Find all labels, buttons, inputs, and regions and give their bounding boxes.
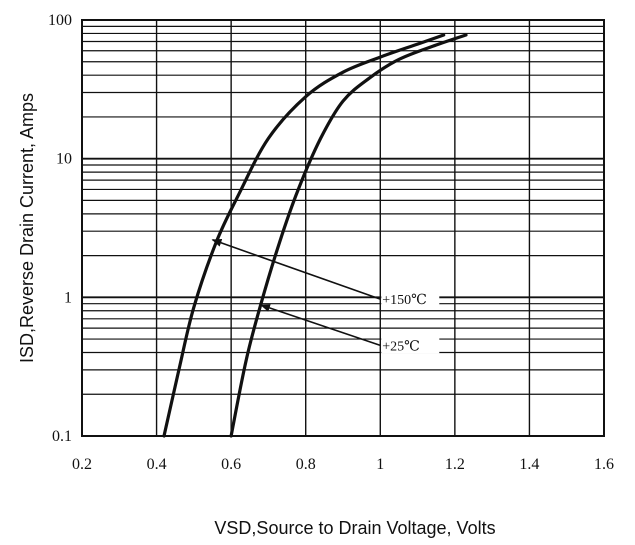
x-axis-title: VSD,Source to Drain Voltage, Volts	[214, 518, 495, 538]
annotation-label-background	[381, 289, 440, 308]
x-tick-label: 0.4	[147, 456, 167, 473]
x-tick-label: 1.2	[445, 456, 465, 473]
x-tick-label: 1	[376, 456, 384, 473]
x-tick-label: 0.2	[72, 456, 92, 473]
x-tick-label: 1.4	[519, 456, 539, 473]
plot-border	[81, 19, 605, 437]
series-line-plus-25c	[229, 33, 468, 438]
plot-area	[82, 20, 604, 436]
y-tick-label: 0.1	[52, 428, 72, 445]
y-tick-label: 10	[56, 151, 72, 168]
y-axis-title: ISD,Reverse Drain Current, Amps	[17, 93, 37, 363]
series-line-plus-150c	[162, 33, 446, 438]
annotation-arrow-plus-150c	[211, 239, 381, 300]
x-tick-label: 0.8	[296, 456, 316, 473]
y-tick-label: 100	[48, 12, 72, 29]
annotation-label-plus-150c: +150℃	[382, 293, 427, 308]
x-tick-label: 1.6	[594, 456, 614, 473]
y-tick-label: 1	[64, 289, 72, 306]
annotation-arrow-plus-25c	[260, 304, 381, 347]
annotation-label-background	[381, 335, 440, 354]
x-tick-label: 0.6	[221, 456, 241, 473]
annotation-label-plus-25c: +25℃	[382, 339, 420, 354]
